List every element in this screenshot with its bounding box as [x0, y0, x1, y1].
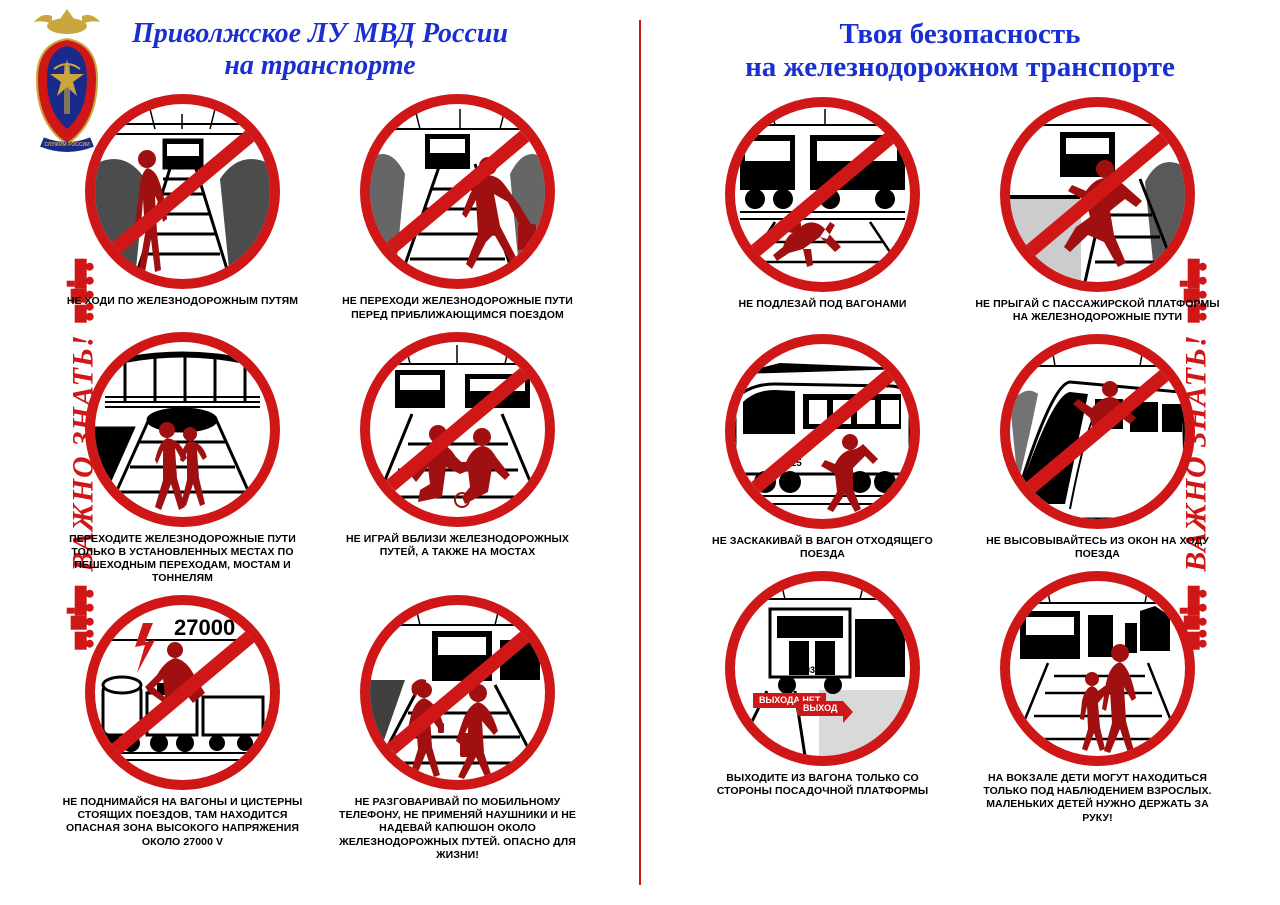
left-signs-grid: НЕ ХОДИ ПО ЖЕЛЕЗНОДОРОЖНЫМ ПУТЯМ НЕ ПЕРЕ…	[60, 94, 580, 861]
right-title-line2: на железнодорожном транспорте	[745, 51, 1175, 83]
sign-no-play: НЕ ИГРАЙ ВБЛИЗИ ЖЕЛЕЗНОДОРОЖНЫХ ПУТЕЙ, А…	[335, 332, 580, 586]
sign-cross-before-train: НЕ ПЕРЕХОДИ ЖЕЛЕЗНОДОРОЖНЫЕ ПУТИ ПЕРЕД П…	[335, 94, 580, 321]
sign-no-jump-platform: НЕ ПРЫГАЙ С ПАССАЖИРСКОЙ ПЛАТФОРМЫ НА ЖЕ…	[975, 97, 1220, 324]
prohibition-circle	[1000, 334, 1195, 529]
prohibition-circle	[360, 595, 555, 790]
right-title-line1: Твоя безопасность	[840, 18, 1081, 50]
sign-children-supervised: НА ВОКЗАЛЕ ДЕТИ МОГУТ НАХОДИТЬСЯ ТОЛЬКО …	[975, 571, 1220, 825]
right-panel: Твоя безопасность на железнодорожном тра…	[640, 0, 1280, 905]
prohibition-circle	[725, 97, 920, 292]
left-panel: Приволжское ЛУ МВД России на транспорте …	[0, 0, 640, 905]
sign-caption: ВЫХОДИТЕ ИЗ ВАГОНА ТОЛЬКО СО СТОРОНЫ ПОС…	[700, 772, 945, 798]
sign-caption: НЕ ИГРАЙ ВБЛИЗИ ЖЕЛЕЗНОДОРОЖНЫХ ПУТЕЙ, А…	[335, 533, 580, 559]
prohibition-circle	[1000, 571, 1195, 766]
sign-no-crawl-under: НЕ ПОДЛЕЗАЙ ПОД ВАГОНАМИ	[700, 97, 945, 324]
left-title-line1: Приволжское ЛУ МВД России	[132, 18, 508, 49]
sign-no-phone-hood: НЕ РАЗГОВАРИВАЙ ПО МОБИЛЬНОМУ ТЕЛЕФОНУ, …	[335, 595, 580, 862]
prohibition-circle	[1000, 97, 1195, 292]
svg-text:015: 015	[785, 458, 802, 469]
sign-caption: НЕ ЗАСКАКИВАЙ В ВАГОН ОТХОДЯЩЕГО ПОЕЗДА	[700, 535, 945, 561]
left-title-line2: на транспорте	[224, 50, 415, 81]
sign-no-lean-out: НЕ ВЫСОВЫВАЙТЕСЬ ИЗ ОКОН НА ХОДУ ПОЕЗДА	[975, 334, 1220, 561]
prohibition-circle: 27000 V	[85, 595, 280, 790]
prohibition-circle: 015	[725, 334, 920, 529]
left-title: Приволжское ЛУ МВД России на транспорте	[132, 18, 508, 82]
sign-no-climb-voltage: 27000 V НЕ ПОДНИМАЙСЯ НА ВАГОНЫ И ЦИСТЕР…	[60, 595, 305, 862]
sign-caption: ПЕРЕХОДИТЕ ЖЕЛЕЗНОДОРОЖНЫЕ ПУТИ ТОЛЬКО В…	[60, 533, 305, 586]
sign-caption: НЕ ПЕРЕХОДИ ЖЕЛЕЗНОДОРОЖНЫЕ ПУТИ ПЕРЕД П…	[335, 295, 580, 321]
sign-caption: НЕ ХОДИ ПО ЖЕЛЕЗНОДОРОЖНЫМ ПУТЯМ	[67, 295, 298, 308]
prohibition-circle	[85, 94, 280, 289]
svg-text:0035: 0035	[800, 665, 820, 675]
right-signs-grid: НЕ ПОДЛЕЗАЙ ПОД ВАГОНАМИ НЕ ПРЫГАЙ С ПАС…	[700, 97, 1220, 825]
sign-caption: НЕ ПОДЛЕЗАЙ ПОД ВАГОНАМИ	[738, 298, 906, 311]
sign-caption: НЕ ВЫСОВЫВАЙТЕСЬ ИЗ ОКОН НА ХОДУ ПОЕЗДА	[975, 535, 1220, 561]
exit-yes-label: ВЫХОД	[797, 701, 843, 716]
sign-use-crossings: ПЕРЕХОДИТЕ ЖЕЛЕЗНОДОРОЖНЫЕ ПУТИ ТОЛЬКО В…	[60, 332, 305, 586]
prohibition-circle	[360, 332, 555, 527]
prohibition-circle: 0035 ВЫХОДА НЕТ ВЫХОД	[725, 571, 920, 766]
prohibition-circle	[360, 94, 555, 289]
sign-no-jump-moving: 015 НЕ ЗАСКАКИВАЙ В ВАГОН ОТХОДЯЩЕГО ПОЕ…	[700, 334, 945, 561]
sign-exit-platform-side: 0035 ВЫХОДА НЕТ ВЫХОД ВЫХОДИТЕ ИЗ ВАГОНА…	[700, 571, 945, 825]
sign-caption: НЕ ПОДНИМАЙСЯ НА ВАГОНЫ И ЦИСТЕРНЫ СТОЯЩ…	[60, 796, 305, 849]
sign-caption: НЕ РАЗГОВАРИВАЙ ПО МОБИЛЬНОМУ ТЕЛЕФОНУ, …	[335, 796, 580, 862]
sign-caption: НА ВОКЗАЛЕ ДЕТИ МОГУТ НАХОДИТЬСЯ ТОЛЬКО …	[975, 772, 1220, 825]
right-title: Твоя безопасность на железнодорожном тра…	[745, 18, 1175, 85]
voltage-label: 27000 V	[174, 615, 256, 641]
sign-caption: НЕ ПРЫГАЙ С ПАССАЖИРСКОЙ ПЛАТФОРМЫ НА ЖЕ…	[975, 298, 1220, 324]
poster-root: Приволжское ЛУ МВД России на транспорте …	[0, 0, 1280, 905]
sign-walk-tracks: НЕ ХОДИ ПО ЖЕЛЕЗНОДОРОЖНЫМ ПУТЯМ	[60, 94, 305, 321]
center-divider	[639, 20, 641, 885]
prohibition-circle	[85, 332, 280, 527]
